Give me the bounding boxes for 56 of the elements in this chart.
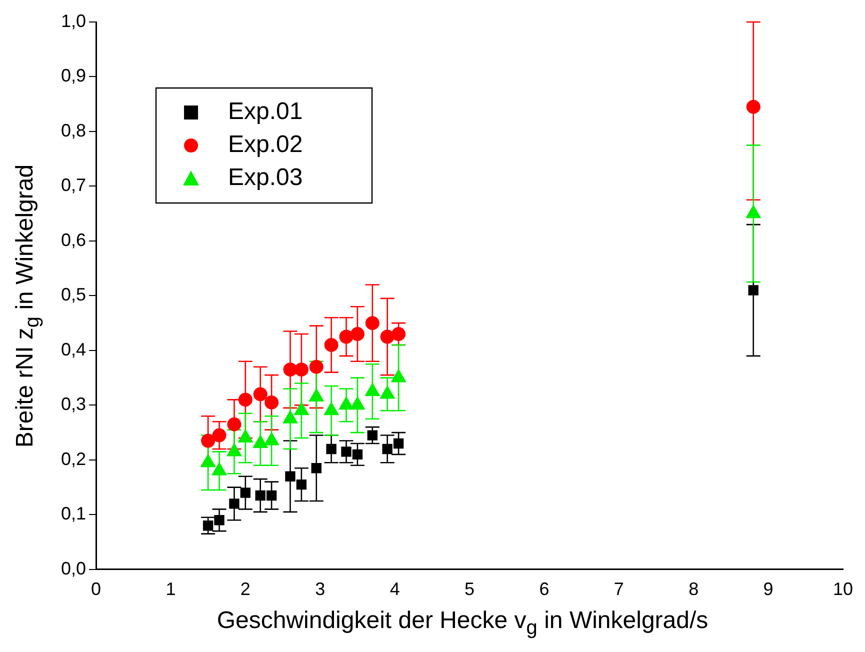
x-tick-label: 1 <box>166 579 176 600</box>
y-tick-label: 0,1 <box>60 504 86 524</box>
point <box>392 327 406 342</box>
point <box>296 479 307 490</box>
point <box>311 463 322 474</box>
x-tick-label: 0 <box>91 579 102 600</box>
x-tick-label: 10 <box>832 579 854 600</box>
legend-label: Exp.01 <box>228 98 303 126</box>
y-tick-label: 0,7 <box>60 175 86 196</box>
point <box>214 515 224 526</box>
point <box>238 392 252 407</box>
y-tick-label: 0,4 <box>60 339 86 360</box>
x-tick-label: 6 <box>539 579 550 600</box>
point <box>294 362 308 377</box>
point <box>240 488 251 498</box>
point <box>339 330 354 344</box>
point <box>746 100 760 114</box>
x-axis-title: Geschwindigkeit der Hecke v$_{g}$ in Winkelgrad/s <box>216 607 710 640</box>
x-tick-label: 5 <box>464 579 475 600</box>
point <box>382 444 392 454</box>
point <box>264 395 279 410</box>
point <box>229 498 240 509</box>
point <box>380 330 394 344</box>
x-tick-label: 9 <box>763 579 774 600</box>
y-tick-label: 1,0 <box>60 10 86 31</box>
y-tick-label: 0,0 <box>60 558 86 578</box>
point <box>393 438 404 449</box>
y-tick-label: 0,5 <box>60 284 86 305</box>
point <box>352 449 363 460</box>
point <box>309 360 324 374</box>
point <box>365 316 380 330</box>
x-tick-label: 8 <box>688 579 699 600</box>
legend-label: Exp.02 <box>228 131 303 158</box>
y-tick-label: 0,8 <box>60 120 86 140</box>
y-tick-label: 0,3 <box>60 394 86 414</box>
point <box>324 338 338 352</box>
x-tick-label: 7 <box>614 579 624 600</box>
y-tick-label: 0,9 <box>60 66 86 86</box>
y-tick-label: 0,2 <box>60 448 86 469</box>
point <box>341 446 352 457</box>
point <box>227 417 242 432</box>
x-tick-label: 2 <box>240 579 250 600</box>
point <box>212 428 226 442</box>
point <box>350 327 364 342</box>
point <box>285 471 296 482</box>
point <box>201 434 216 448</box>
point <box>283 362 298 377</box>
y-tick-label: 0,6 <box>60 230 86 250</box>
x-tick-label: 3 <box>315 579 326 600</box>
point <box>326 444 336 454</box>
point <box>255 490 266 501</box>
x-tick-label: 4 <box>390 579 400 600</box>
legend-label: Exp.03 <box>228 164 303 192</box>
point <box>266 490 277 501</box>
point <box>253 387 268 402</box>
point <box>748 285 758 296</box>
